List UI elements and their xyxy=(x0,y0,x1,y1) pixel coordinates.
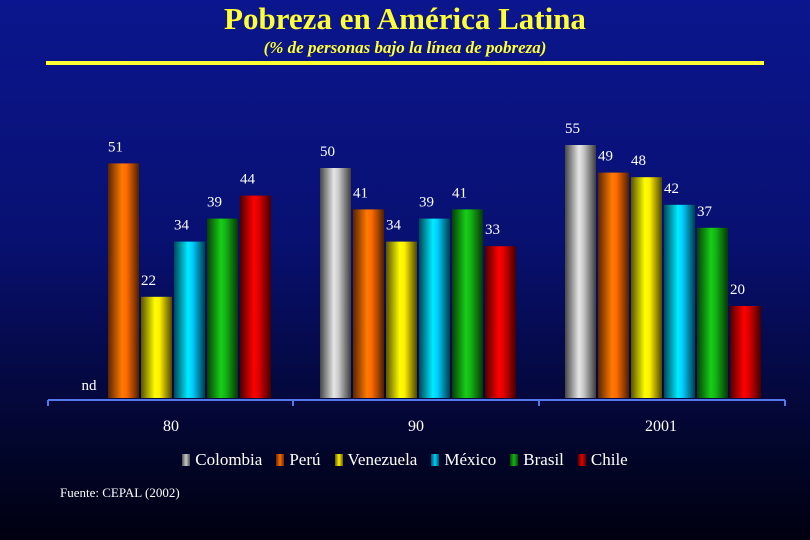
data-label: 39 xyxy=(207,195,222,211)
x-tick-label: 2001 xyxy=(645,418,677,435)
data-label: 48 xyxy=(631,153,646,169)
bar-chart: 80 nd 51 22 34 39 44 90 50 41 34 39 41 33 2001 55 49 48 42… xyxy=(47,121,786,435)
bar-chile-2001 xyxy=(730,306,761,398)
legend-swatch xyxy=(577,454,586,466)
chart-title: Pobreza en América Latina xyxy=(224,1,586,36)
legend-item-méxico: México xyxy=(431,450,496,470)
legend-swatch xyxy=(510,454,519,466)
legend-swatch xyxy=(431,454,440,466)
data-label: 51 xyxy=(108,139,123,155)
bar-venezuela-90 xyxy=(386,241,417,398)
legend-label: Perú xyxy=(289,450,321,469)
bar-chile-90 xyxy=(485,246,516,398)
data-label: 33 xyxy=(485,222,500,238)
legend-item-brasil: Brasil xyxy=(510,450,564,470)
legend-label: Chile xyxy=(590,450,628,469)
source-note: Fuente: CEPAL (2002) xyxy=(60,485,180,500)
legend-label: México xyxy=(444,450,497,469)
data-label: 22 xyxy=(141,273,156,289)
data-label: 41 xyxy=(353,185,368,201)
bar-méxico-2001 xyxy=(664,204,695,398)
bar-venezuela-80 xyxy=(141,296,172,398)
data-label: 34 xyxy=(174,218,190,234)
bar-brasil-80 xyxy=(207,218,238,398)
bar-brasil-2001 xyxy=(697,227,728,398)
bar-perú-2001 xyxy=(598,172,629,398)
data-label: 34 xyxy=(386,218,402,234)
legend-item-chile: Chile xyxy=(577,450,628,470)
bar-perú-90 xyxy=(353,209,384,398)
bar-chile-80 xyxy=(240,195,271,398)
title-divider xyxy=(46,61,764,65)
legend-item-perú: Perú xyxy=(276,450,321,470)
bar-méxico-80 xyxy=(174,241,205,398)
data-label: 49 xyxy=(598,149,613,165)
legend-item-colombia: Colombia xyxy=(182,450,262,470)
legend-label: Colombia xyxy=(195,450,263,469)
legend-swatch xyxy=(276,454,285,466)
data-label: 50 xyxy=(320,144,335,160)
data-label: nd xyxy=(82,378,98,394)
legend: Colombia Perú Venezuela México Brasil Chile xyxy=(0,450,810,470)
data-label: 44 xyxy=(240,172,256,188)
bar-colombia-90 xyxy=(320,168,351,398)
data-label: 42 xyxy=(664,181,679,197)
chart-subtitle: (% de personas bajo la línea de pobreza) xyxy=(263,38,547,57)
x-tick-label: 80 xyxy=(163,418,179,435)
legend-swatch xyxy=(334,454,343,466)
legend-label: Brasil xyxy=(523,450,564,469)
legend-label: Venezuela xyxy=(347,450,418,469)
legend-item-venezuela: Venezuela xyxy=(334,450,418,470)
data-label: 39 xyxy=(419,195,434,211)
legend-swatch xyxy=(182,454,191,466)
data-label: 20 xyxy=(730,282,745,298)
bar-brasil-90 xyxy=(452,209,483,398)
data-label: 41 xyxy=(452,185,467,201)
bar-méxico-90 xyxy=(419,218,450,398)
x-tick-label: 90 xyxy=(408,418,424,435)
data-label: 55 xyxy=(565,121,580,137)
bar-perú-80 xyxy=(108,163,139,398)
bar-venezuela-2001 xyxy=(631,177,662,398)
bar-colombia-2001 xyxy=(565,145,596,398)
data-label: 37 xyxy=(697,204,713,220)
